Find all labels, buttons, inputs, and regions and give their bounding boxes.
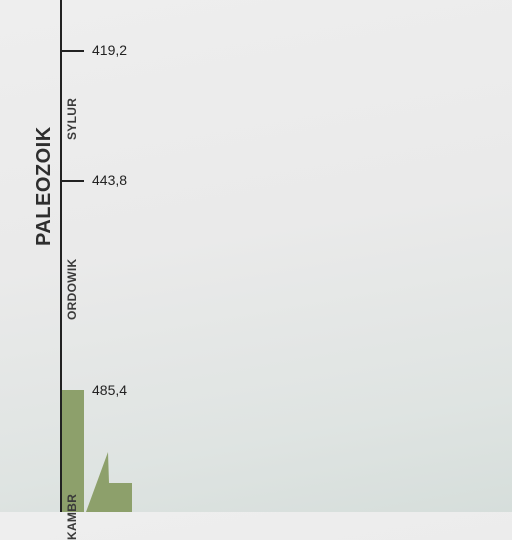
geologic-timescale: 419,2 443,8 485,4 PALEOZOIK SYLUR ORDOWI… xyxy=(33,0,132,540)
cambrian-period-bar xyxy=(62,390,84,512)
boundary-label-485: 485,4 xyxy=(92,382,128,398)
period-label-kambr: KAMBR xyxy=(65,493,79,540)
boundary-tick-419 xyxy=(62,50,84,52)
boundary-tick-443 xyxy=(62,180,84,182)
boundary-label-419: 419,2 xyxy=(92,42,128,58)
boundary-label-443: 443,8 xyxy=(92,172,128,188)
cambrian-diversity-shape xyxy=(86,452,132,512)
time-axis-line xyxy=(60,0,62,512)
